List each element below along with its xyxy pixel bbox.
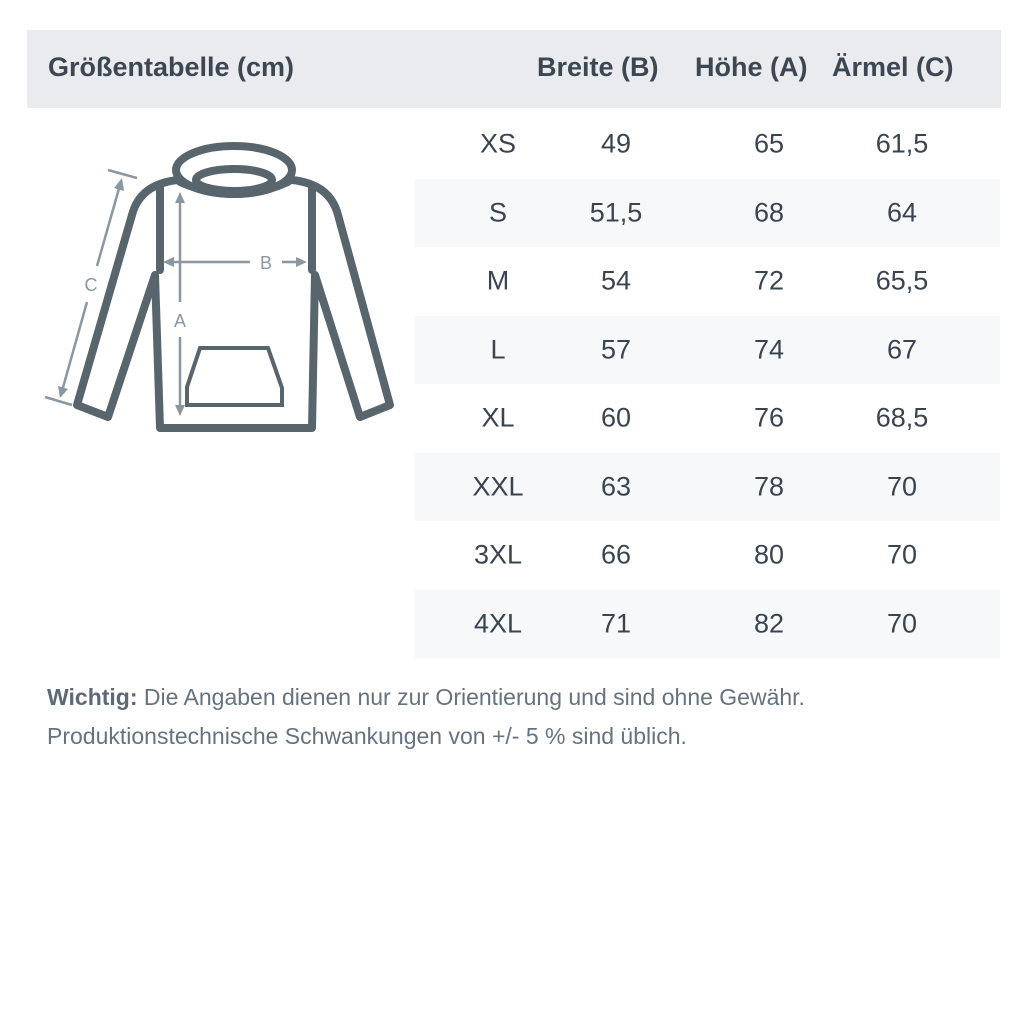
cell-aermel: 67 (886, 334, 918, 365)
table-row: M 54 72 65,5 (415, 247, 1000, 316)
table-row: 3XL 66 80 70 (415, 521, 1000, 590)
size-table: XS 49 65 61,5 S 51,5 68 64 M 54 72 65,5 L 57 74 67 XL 60 7… (415, 110, 1000, 658)
pocket-icon (185, 346, 284, 407)
cell-aermel: 68,5 (875, 402, 929, 433)
cell-hoehe: 65 (753, 128, 785, 159)
cell-size: L (490, 334, 506, 365)
hoodie-diagram: A B C (44, 142, 394, 432)
cell-size: 4XL (473, 608, 523, 639)
table-header: Größentabelle (cm) Breite (B) Höhe (A) Ä… (27, 30, 1001, 108)
column-header-breite: Breite (B) (537, 52, 659, 82)
label-c: C (85, 275, 98, 295)
disclaimer-line-2: Produktionstechnische Schwankungen von +… (47, 723, 687, 749)
cell-size: M (486, 265, 510, 296)
cell-size: XXL (472, 471, 524, 502)
cell-hoehe: 76 (753, 402, 785, 433)
page-title: Größentabelle (cm) (48, 52, 295, 82)
measurement-arrows (44, 168, 307, 416)
cell-aermel: 70 (886, 471, 918, 502)
cell-hoehe: 72 (753, 265, 785, 296)
cell-size: XS (479, 128, 517, 159)
cell-breite: 51,5 (589, 197, 643, 228)
disclaimer: Wichtig: Die Angaben dienen nur zur Orie… (47, 678, 805, 756)
table-row: 4XL 71 82 70 (415, 589, 1000, 658)
cell-hoehe: 80 (753, 539, 785, 570)
cell-hoehe: 82 (753, 608, 785, 639)
cell-aermel: 65,5 (875, 265, 929, 296)
cell-hoehe: 78 (753, 471, 785, 502)
cell-breite: 54 (600, 265, 632, 296)
cell-size: S (488, 197, 508, 228)
cell-size: 3XL (473, 539, 523, 570)
cell-hoehe: 74 (753, 334, 785, 365)
cell-breite: 49 (600, 128, 632, 159)
table-row: XXL 63 78 70 (415, 452, 1000, 521)
label-a: A (174, 311, 186, 331)
column-header-hoehe: Höhe (A) (695, 52, 808, 82)
table-row: XS 49 65 61,5 (415, 110, 1000, 179)
cell-hoehe: 68 (753, 197, 785, 228)
cell-aermel: 70 (886, 539, 918, 570)
disclaimer-line-1: Die Angaben dienen nur zur Orientierung … (137, 684, 805, 710)
cell-aermel: 70 (886, 608, 918, 639)
hoodie-outline (73, 142, 394, 432)
cell-breite: 63 (600, 471, 632, 502)
cell-breite: 66 (600, 539, 632, 570)
label-b: B (260, 253, 272, 273)
column-header-aermel: Ärmel (C) (832, 52, 954, 82)
cell-breite: 71 (600, 608, 632, 639)
cell-aermel: 61,5 (875, 128, 929, 159)
cell-breite: 57 (600, 334, 632, 365)
table-row: XL 60 76 68,5 (415, 384, 1000, 453)
cell-size: XL (481, 402, 515, 433)
table-row: S 51,5 68 64 (415, 178, 1000, 247)
table-row: L 57 74 67 (415, 315, 1000, 384)
cell-breite: 60 (600, 402, 632, 433)
cell-aermel: 64 (886, 197, 918, 228)
disclaimer-label: Wichtig: (47, 684, 138, 710)
